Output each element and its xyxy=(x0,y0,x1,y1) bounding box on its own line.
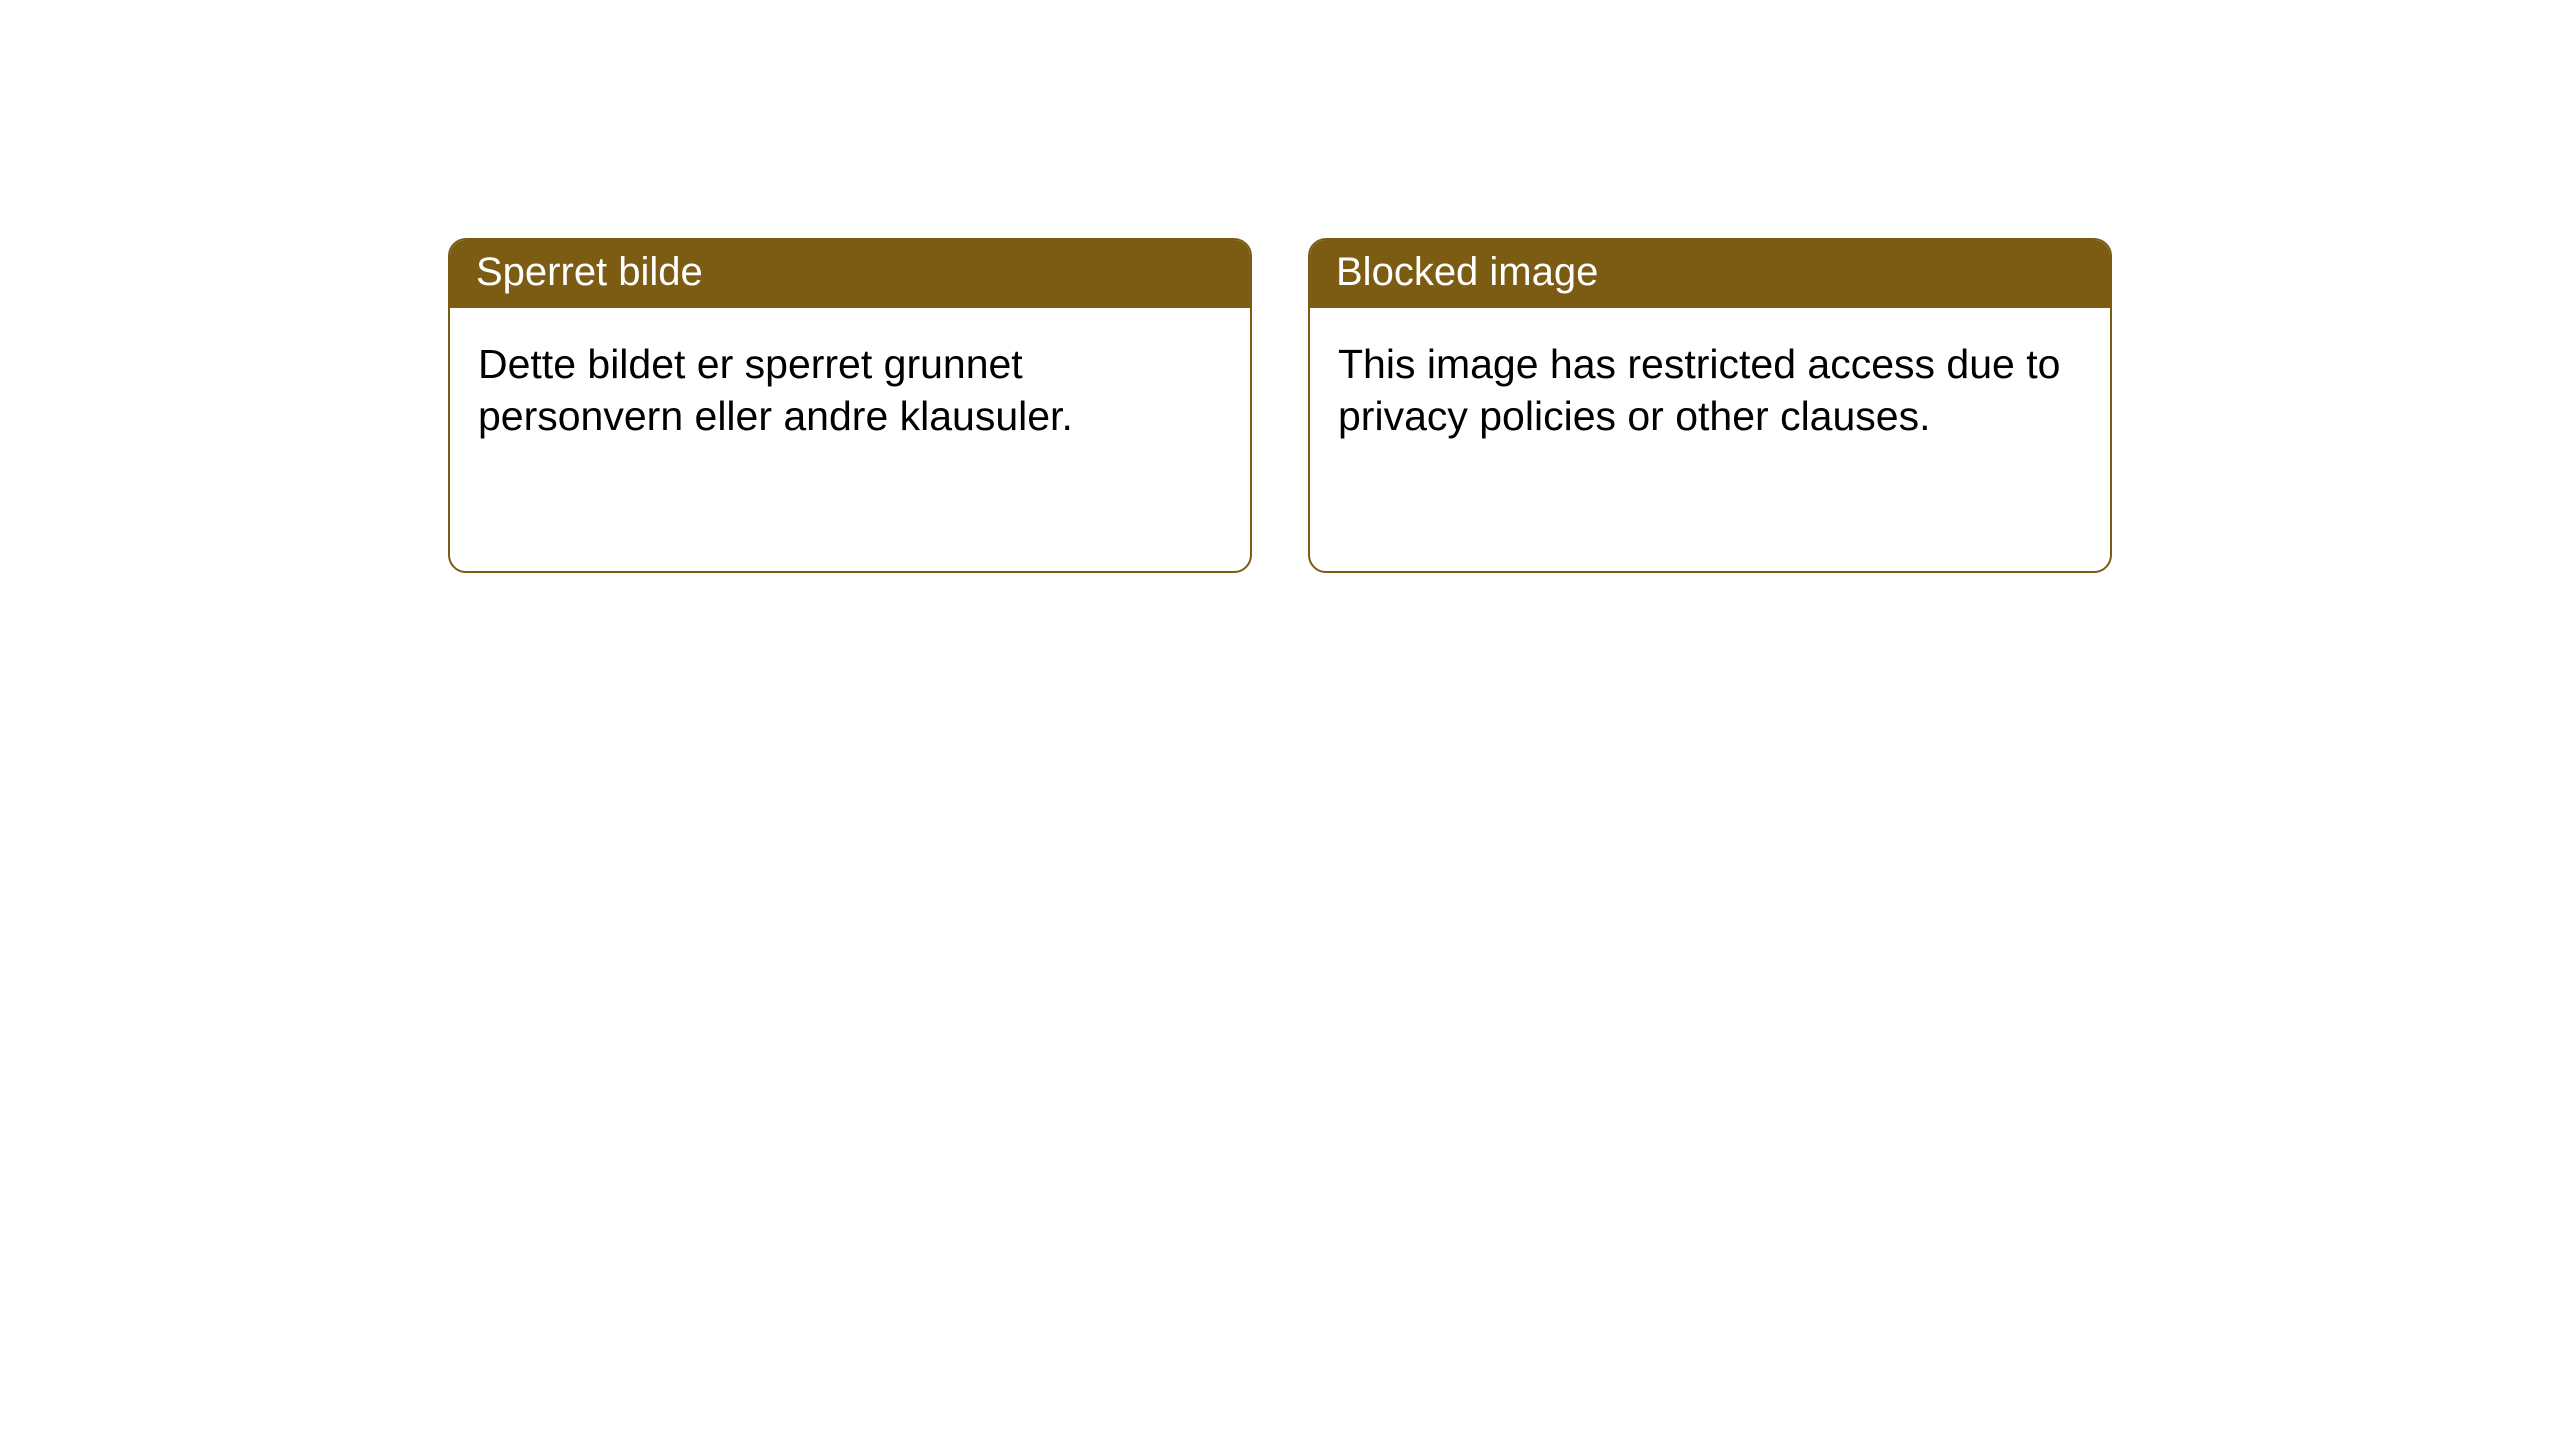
notice-title: Sperret bilde xyxy=(476,250,703,294)
notice-body: Dette bildet er sperret grunnet personve… xyxy=(450,308,1250,463)
notice-header: Sperret bilde xyxy=(450,240,1250,308)
notice-box-english: Blocked image This image has restricted … xyxy=(1308,238,2112,573)
notice-header: Blocked image xyxy=(1310,240,2110,308)
notice-body-text: Dette bildet er sperret grunnet personve… xyxy=(478,341,1073,439)
notice-body-text: This image has restricted access due to … xyxy=(1338,341,2060,439)
notice-container: Sperret bilde Dette bildet er sperret gr… xyxy=(0,0,2560,573)
notice-body: This image has restricted access due to … xyxy=(1310,308,2110,463)
notice-title: Blocked image xyxy=(1336,250,1598,294)
notice-box-norwegian: Sperret bilde Dette bildet er sperret gr… xyxy=(448,238,1252,573)
